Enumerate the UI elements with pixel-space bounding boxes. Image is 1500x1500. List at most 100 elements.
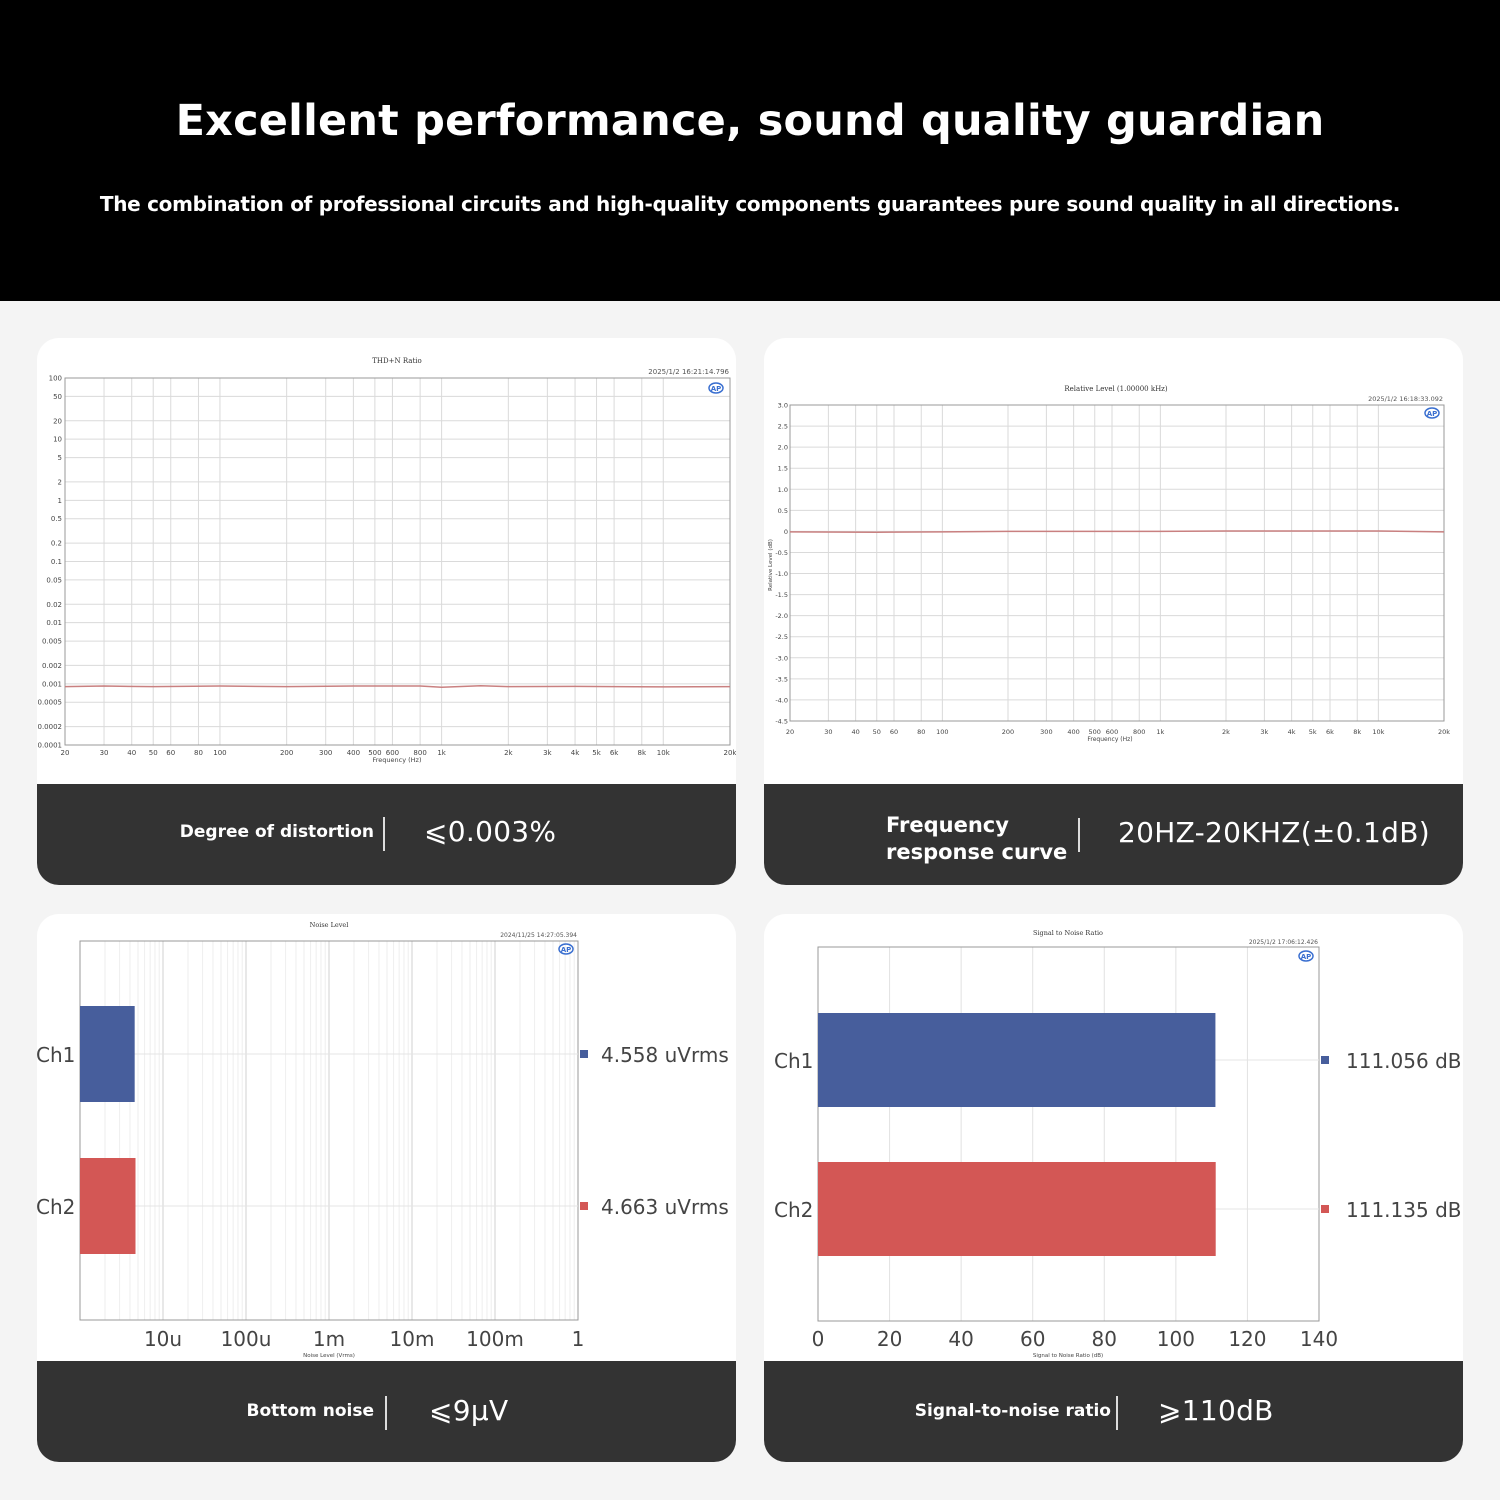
frequency-label-line-1: Frequency xyxy=(886,813,1009,837)
x-axis-label: Frequency (Hz) xyxy=(372,756,421,764)
x-tick-label: 8k xyxy=(1353,728,1361,736)
chart-timestamp: 2025/1/2 16:18:33.092 xyxy=(1368,395,1443,403)
chart-timestamp: 2025/1/2 16:21:14.796 xyxy=(648,368,729,376)
x-tick-label: 60 xyxy=(166,749,175,757)
x-tick-label: 10u xyxy=(144,1327,182,1351)
y-tick-label: 0.0005 xyxy=(38,699,63,707)
frequency-caption: Frequency response curve 20HZ-20KHZ(±0.1… xyxy=(764,784,1463,885)
y-tick-label: 0.01 xyxy=(46,619,62,627)
x-tick-label: 30 xyxy=(100,749,109,757)
x-axis-label: Noise Level (Vrms) xyxy=(303,1353,355,1359)
bottom-noise-card: Noise Level 2024/11/25 14:27:05.394 AP Ch1 4… xyxy=(37,914,736,1462)
ap-logo-icon: AP xyxy=(1424,407,1440,419)
x-tick-label: 10m xyxy=(390,1327,435,1351)
bar-ch2 xyxy=(818,1162,1216,1256)
frequency-response-card: Relative Level (1.00000 kHz) 2025/1/2 16:… xyxy=(764,338,1463,885)
y-tick-label: 0.002 xyxy=(42,662,62,670)
page-title: Excellent performance, sound quality gua… xyxy=(175,96,1325,146)
y-tick-label: 0.1 xyxy=(51,558,62,566)
noise-value: ⩽9μV xyxy=(429,1394,509,1427)
distortion-label: Degree of distortion xyxy=(179,822,374,842)
x-tick-label: 20k xyxy=(1438,728,1450,736)
caption-divider xyxy=(1078,818,1080,852)
caption-divider xyxy=(383,817,385,851)
snr-caption: Signal-to-noise ratio ⩾110dB xyxy=(764,1361,1463,1462)
distortion-caption: Degree of distortion ⩽0.003% xyxy=(37,784,736,885)
x-tick-label: 100 xyxy=(936,728,948,736)
y-tick-label: 2.5 xyxy=(778,423,788,431)
x-tick-label: 800 xyxy=(1133,728,1145,736)
x-tick-label: 8k xyxy=(638,749,647,757)
caption-divider xyxy=(385,1396,387,1430)
x-tick-label: 400 xyxy=(1067,728,1079,736)
y-tick-label: 1.0 xyxy=(778,486,788,494)
hero-banner: Excellent performance, sound quality gua… xyxy=(0,0,1500,301)
legend-swatch xyxy=(580,1050,588,1058)
x-axis-label: Signal to Noise Ratio (dB) xyxy=(1033,1353,1103,1359)
x-tick-label: 80 xyxy=(194,749,203,757)
y-tick-label: 3.0 xyxy=(778,402,788,410)
x-tick-label: 300 xyxy=(319,749,332,757)
svg-text:AP: AP xyxy=(561,946,572,954)
category-label: Ch1 xyxy=(774,1049,813,1073)
x-tick-label: 140 xyxy=(1300,1327,1338,1351)
snr-chart: Signal to Noise Ratio 2025/1/2 17:06:12.4… xyxy=(774,929,1461,1359)
x-tick-label: 50 xyxy=(149,749,158,757)
x-tick-label: 6k xyxy=(610,749,619,757)
x-tick-label: 100 xyxy=(1157,1327,1195,1351)
y-tick-label: -0.5 xyxy=(775,549,788,557)
x-tick-label: 60 xyxy=(1020,1327,1045,1351)
plot-frame xyxy=(817,946,1320,1322)
y-tick-label: -1.5 xyxy=(775,591,788,599)
bar-ch1 xyxy=(818,1013,1216,1107)
x-tick-label: 200 xyxy=(280,749,293,757)
x-tick-label: 40 xyxy=(851,728,859,736)
x-tick-label: 6k xyxy=(1326,728,1334,736)
y-tick-label: 0.05 xyxy=(46,576,62,584)
y-tick-label: 2 xyxy=(58,478,62,486)
x-tick-label: 800 xyxy=(413,749,426,757)
y-tick-label: -1.0 xyxy=(775,570,788,578)
y-tick-label: 2.0 xyxy=(778,444,788,452)
x-tick-label: 40 xyxy=(948,1327,973,1351)
ap-logo-icon: AP xyxy=(1298,950,1314,962)
data-label: 111.135 dB xyxy=(1346,1198,1461,1222)
data-label: 4.663 uVrms xyxy=(601,1195,729,1219)
legend-swatch xyxy=(1321,1056,1329,1064)
y-tick-label: 0.2 xyxy=(51,540,62,548)
x-tick-label: 500 xyxy=(1089,728,1101,736)
y-tick-label: -3.5 xyxy=(775,675,788,683)
x-tick-label: 30 xyxy=(824,728,832,736)
y-tick-label: 5 xyxy=(58,454,62,462)
y-tick-label: -3.0 xyxy=(775,654,788,662)
x-tick-label: 50 xyxy=(873,728,881,736)
chart-title: THD+N Ratio xyxy=(372,357,421,365)
y-tick-label: 0.02 xyxy=(46,601,62,609)
relative-level-series-line xyxy=(789,530,1445,533)
page-subtitle: The combination of professional circuits… xyxy=(99,192,1401,216)
snr-value: ⩾110dB xyxy=(1158,1394,1274,1427)
x-tick-label: 20k xyxy=(724,749,736,757)
x-tick-label: 1k xyxy=(437,749,446,757)
x-tick-label: 4k xyxy=(1288,728,1296,736)
y-tick-label: 100 xyxy=(49,375,62,383)
ap-logo-icon: AP xyxy=(558,943,574,955)
x-tick-label: 200 xyxy=(1002,728,1014,736)
ap-logo-icon: AP xyxy=(708,382,724,394)
snr-label: Signal-to-noise ratio xyxy=(914,1401,1111,1421)
bar-ch1 xyxy=(80,1006,135,1102)
category-label: Ch1 xyxy=(37,1043,75,1067)
x-axis-label: Frequency (Hz) xyxy=(1087,736,1132,743)
x-tick-label: 2k xyxy=(1222,728,1230,736)
x-tick-label: 3k xyxy=(1260,728,1268,736)
caption-divider xyxy=(1116,1396,1118,1430)
data-label: 111.056 dB xyxy=(1346,1049,1461,1073)
noise-label: Bottom noise xyxy=(246,1401,374,1421)
plot-frame xyxy=(79,940,579,1321)
noise-caption: Bottom noise ⩽9μV xyxy=(37,1361,736,1462)
legend-swatch xyxy=(1321,1205,1329,1213)
y-tick-label: 50 xyxy=(53,393,62,401)
x-tick-label: 20 xyxy=(877,1327,902,1351)
x-tick-label: 5k xyxy=(1309,728,1317,736)
